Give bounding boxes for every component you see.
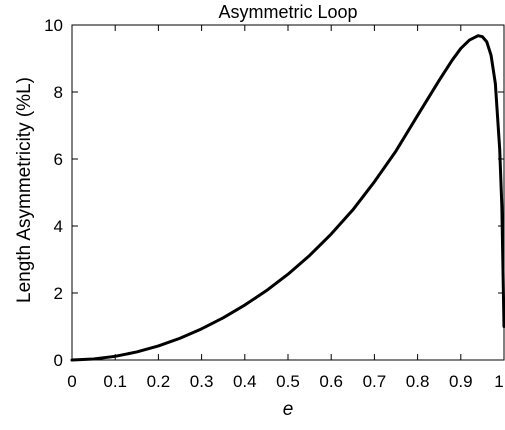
plot-area xyxy=(70,24,505,362)
y-tick-label: 2 xyxy=(54,284,63,303)
x-tick-labels: 0 0.1 0.2 0.3 0.4 0.5 0.6 0.7 0.8 0.9 1 xyxy=(67,372,503,391)
y-tick-label: 6 xyxy=(54,150,63,169)
series-line-0 xyxy=(70,34,505,362)
y-tick-label: 8 xyxy=(54,83,63,102)
y-tick-labels: 0 2 4 6 8 10 xyxy=(44,16,63,370)
plot-frame xyxy=(71,24,505,361)
x-tick-label: 0 xyxy=(67,372,76,391)
x-tick-label: 1 xyxy=(494,372,503,391)
x-axis-label: e xyxy=(283,399,294,420)
x-tick-label: 0.2 xyxy=(147,372,171,391)
y-tick-label: 4 xyxy=(54,217,63,236)
axis-ticks xyxy=(71,24,505,361)
y-tick-label: 10 xyxy=(44,16,63,35)
x-tick-label: 0.3 xyxy=(190,372,214,391)
x-tick-label: 0.1 xyxy=(103,372,127,391)
x-tick-label: 0.4 xyxy=(233,372,257,391)
x-tick-label: 0.6 xyxy=(319,372,343,391)
x-tick-label: 0.7 xyxy=(363,372,387,391)
x-tick-label: 0.9 xyxy=(449,372,473,391)
x-tick-label: 0.5 xyxy=(276,372,300,391)
y-axis-label: Length Asymmetricity (%L) xyxy=(14,77,35,303)
x-tick-label: 0.8 xyxy=(406,372,430,391)
y-tick-label: 0 xyxy=(54,351,63,370)
chart-title: Asymmetric Loop xyxy=(218,2,357,22)
